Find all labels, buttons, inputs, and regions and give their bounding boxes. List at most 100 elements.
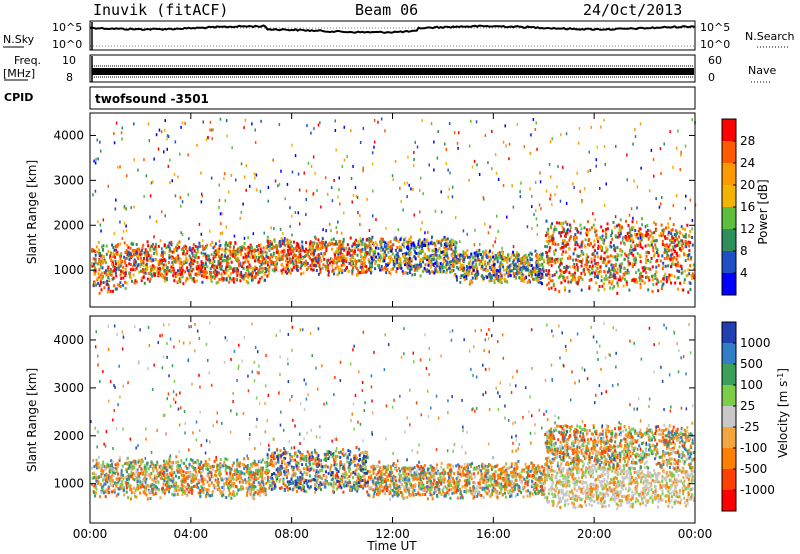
scatter-cell bbox=[280, 242, 283, 246]
scatter-cell bbox=[134, 460, 137, 464]
scatter-cell bbox=[245, 164, 248, 168]
scatter-cell bbox=[499, 272, 502, 276]
scatter-cell bbox=[307, 252, 309, 256]
scatter-cell bbox=[259, 243, 262, 247]
scatter-cell bbox=[647, 288, 650, 292]
scatter-cell bbox=[263, 476, 266, 480]
scatter-cell bbox=[454, 246, 457, 250]
scatter-cell bbox=[317, 272, 320, 276]
scatter-cell bbox=[554, 242, 557, 246]
scatter-cell bbox=[650, 256, 653, 260]
scatter-cell bbox=[586, 255, 589, 259]
nsearch-tick-top: 10^5 bbox=[700, 21, 730, 34]
scatter-cell bbox=[356, 273, 359, 277]
scatter-cell bbox=[188, 254, 191, 258]
scatter-cell bbox=[453, 259, 456, 263]
scatter-cell bbox=[499, 253, 502, 257]
scatter-cell bbox=[229, 485, 232, 489]
scatter-cell bbox=[540, 263, 543, 267]
scatter-cell bbox=[155, 242, 157, 246]
scatter-cell bbox=[254, 128, 256, 132]
scatter-cell bbox=[100, 245, 103, 249]
scatter-cell bbox=[575, 258, 578, 262]
scatter-cell bbox=[490, 278, 493, 282]
scatter-cell bbox=[577, 230, 580, 234]
scatter-cell bbox=[109, 254, 112, 258]
scatter-cell bbox=[485, 255, 488, 259]
scatter-cell bbox=[382, 237, 384, 241]
scatter-cell bbox=[225, 276, 228, 280]
scatter-cell bbox=[619, 249, 622, 253]
scatter-cell bbox=[428, 163, 430, 167]
scatter-cell bbox=[350, 261, 353, 265]
scatter-cell bbox=[452, 242, 455, 246]
scatter-cell bbox=[397, 254, 400, 258]
scatter-cell bbox=[478, 173, 481, 176]
scatter-cell bbox=[588, 265, 591, 268]
scatter-cell bbox=[177, 175, 179, 179]
scatter-cell bbox=[165, 483, 167, 487]
scatter-cell bbox=[648, 278, 651, 282]
scatter-cell bbox=[463, 266, 466, 270]
scatter-cell bbox=[252, 471, 255, 475]
scatter-cell bbox=[341, 268, 344, 272]
scatter-cell bbox=[569, 229, 572, 233]
scatter-cell bbox=[151, 180, 154, 184]
scatter-cell bbox=[239, 216, 241, 220]
scatter-cell bbox=[491, 167, 493, 171]
scatter-cell bbox=[265, 468, 268, 472]
scatter-cell bbox=[631, 226, 633, 230]
scatter-cell bbox=[534, 273, 537, 277]
scatter-cell bbox=[123, 204, 126, 208]
scatter-cell bbox=[163, 488, 166, 492]
scatter-cell bbox=[661, 196, 663, 200]
scatter-cell bbox=[226, 256, 229, 259]
scatter-cell bbox=[276, 262, 279, 266]
scatter-cell bbox=[377, 252, 380, 256]
scatter-cell bbox=[334, 250, 337, 254]
scatter-cell bbox=[578, 278, 580, 282]
scatter-cell bbox=[592, 270, 595, 274]
scatter-cell bbox=[183, 461, 186, 465]
nsky-tick-bottom: 10^0 bbox=[52, 38, 82, 51]
scatter-cell bbox=[659, 147, 662, 151]
scatter-cell bbox=[465, 265, 468, 269]
scatter-cell bbox=[258, 268, 261, 272]
scatter-cell bbox=[216, 248, 219, 252]
scatter-cell bbox=[102, 484, 105, 488]
scatter-cell bbox=[223, 271, 226, 275]
scatter-cell bbox=[140, 460, 143, 464]
scatter-cell bbox=[128, 477, 131, 481]
scatter-cell bbox=[660, 233, 662, 237]
scatter-cell bbox=[562, 221, 565, 225]
scatter-cell bbox=[312, 242, 315, 246]
scatter-cell bbox=[181, 488, 184, 492]
scatter-cell bbox=[264, 250, 267, 254]
colorbar-swatch bbox=[722, 141, 736, 164]
scatter-cell bbox=[204, 262, 207, 266]
scatter-cell bbox=[523, 254, 526, 258]
scatter-cell bbox=[408, 269, 411, 272]
scatter-cell bbox=[582, 268, 585, 272]
scatter-cell bbox=[259, 475, 262, 479]
scatter-cell bbox=[230, 272, 233, 276]
scatter-cell bbox=[574, 240, 577, 244]
colorbar-swatch bbox=[722, 273, 736, 296]
scatter-cell bbox=[338, 246, 340, 250]
scatter-cell bbox=[224, 268, 227, 272]
scatter-cell bbox=[421, 119, 423, 123]
scatter-cell bbox=[332, 268, 335, 272]
scatter-cell bbox=[422, 260, 424, 264]
scatter-cell bbox=[143, 158, 145, 162]
scatter-cell bbox=[362, 269, 365, 273]
scatter-cell bbox=[267, 266, 270, 269]
scatter-cell bbox=[219, 257, 222, 261]
scatter-cell bbox=[642, 235, 645, 239]
scatter-cell bbox=[535, 261, 537, 265]
scatter-cell bbox=[379, 253, 382, 257]
scatter-cell bbox=[661, 239, 664, 243]
scatter-cell bbox=[159, 259, 162, 263]
scatter-cell bbox=[499, 276, 502, 280]
scatter-cell bbox=[156, 460, 159, 464]
scatter-cell bbox=[200, 484, 203, 488]
